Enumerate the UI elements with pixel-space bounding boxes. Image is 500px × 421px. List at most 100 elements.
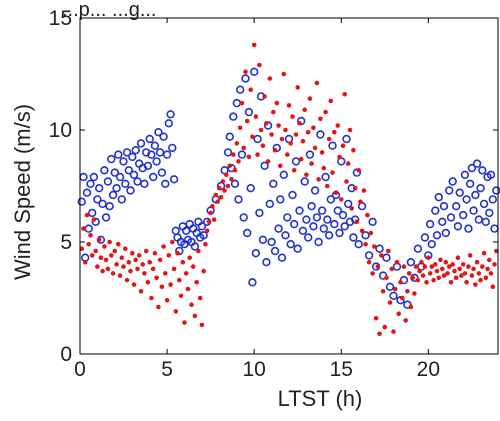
series-1-point xyxy=(455,188,464,197)
series-2-point xyxy=(358,199,363,204)
series-2-points xyxy=(79,42,499,337)
series-2-point xyxy=(138,289,144,294)
series-2-point xyxy=(483,275,489,281)
series-2-point xyxy=(382,324,388,330)
series-2-point xyxy=(236,159,241,164)
series-2-point xyxy=(291,168,297,173)
series-2-point xyxy=(438,257,443,263)
series-2-point xyxy=(173,309,179,314)
series-2-point xyxy=(156,304,161,310)
series-2-point xyxy=(183,271,189,276)
series-2-point xyxy=(213,192,219,198)
series-1-point xyxy=(452,202,461,211)
series-2-point xyxy=(403,318,409,323)
series-1-point xyxy=(485,208,494,218)
series-1-point xyxy=(385,282,395,291)
series-1-point xyxy=(86,179,95,189)
series-2-point xyxy=(333,190,339,195)
series-2-point xyxy=(474,259,480,265)
series-2-point xyxy=(375,264,381,269)
series-2-point xyxy=(157,257,163,263)
series-1-point xyxy=(469,206,478,215)
series-2-point xyxy=(161,244,166,249)
series-1-point xyxy=(474,215,483,224)
series-1-point xyxy=(340,222,349,231)
series-1-point xyxy=(324,231,334,240)
series-1-point xyxy=(300,177,309,186)
series-2-point xyxy=(459,273,464,278)
series-2-point xyxy=(194,280,199,285)
series-2-point xyxy=(368,230,374,236)
series-2-point xyxy=(196,248,201,254)
series-1-point xyxy=(441,228,450,238)
series-2-point xyxy=(453,275,459,281)
series-2-point xyxy=(427,271,433,276)
series-2-point xyxy=(398,280,403,285)
series-2-point xyxy=(319,150,325,155)
series-1-point xyxy=(288,190,297,200)
series-1-point xyxy=(486,170,496,180)
series-2-point xyxy=(307,96,313,101)
series-2-point xyxy=(211,217,217,222)
series-2-point xyxy=(149,295,154,301)
series-1-point xyxy=(155,148,165,157)
series-2-point xyxy=(89,253,95,258)
series-1-point xyxy=(121,179,130,189)
series-2-point xyxy=(352,185,358,191)
series-1-point xyxy=(197,222,207,231)
series-2-point xyxy=(175,250,180,256)
series-1-point xyxy=(241,74,250,83)
series-1-point xyxy=(338,210,348,220)
series-2-point xyxy=(197,295,203,301)
series-2-point xyxy=(126,259,132,265)
series-2-point xyxy=(262,94,267,99)
series-1-point xyxy=(309,222,318,231)
series-2-point xyxy=(283,127,288,133)
series-1-point xyxy=(161,179,170,189)
series-2-point xyxy=(142,271,147,276)
series-2-point xyxy=(370,271,375,276)
series-2-point xyxy=(384,275,389,281)
series-1-point xyxy=(225,132,235,141)
series-1-point xyxy=(316,130,325,139)
series-2-point xyxy=(424,280,429,285)
series-2-point xyxy=(79,246,84,251)
series-2-point xyxy=(316,177,321,182)
series-1-point xyxy=(476,184,485,193)
series-1-point xyxy=(255,208,264,218)
series-2-point xyxy=(271,109,276,115)
series-2-point xyxy=(351,147,356,153)
series-2-point xyxy=(337,154,342,160)
series-2-point xyxy=(391,329,396,334)
series-2-point xyxy=(140,262,145,267)
series-1-point xyxy=(103,177,113,186)
series-2-point xyxy=(272,147,278,153)
series-1-point xyxy=(389,291,398,300)
series-2-point xyxy=(448,280,454,285)
series-1-point xyxy=(291,157,301,166)
series-2-point xyxy=(253,114,259,119)
series-1-point xyxy=(149,172,158,182)
series-2-point xyxy=(93,248,98,254)
series-1-point xyxy=(243,228,252,238)
series-2-point xyxy=(206,219,212,225)
series-2-point xyxy=(321,165,327,171)
series-1-point xyxy=(265,199,274,209)
series-2-point xyxy=(328,98,334,104)
series-2-point xyxy=(187,255,192,260)
series-1-point xyxy=(364,251,374,260)
series-2-point xyxy=(420,273,426,278)
series-1-point xyxy=(302,215,311,224)
series-1-point xyxy=(304,233,313,242)
series-1-point xyxy=(98,199,107,209)
series-2-point xyxy=(145,280,151,285)
series-1-point xyxy=(406,258,416,267)
series-1-point xyxy=(129,170,139,180)
series-1-point xyxy=(87,208,97,218)
series-2-point xyxy=(469,273,475,278)
series-2-point xyxy=(147,259,152,265)
series-1-point xyxy=(251,249,261,258)
series-2-point xyxy=(258,127,264,133)
series-1-point xyxy=(279,170,288,180)
series-2-point xyxy=(163,271,168,276)
